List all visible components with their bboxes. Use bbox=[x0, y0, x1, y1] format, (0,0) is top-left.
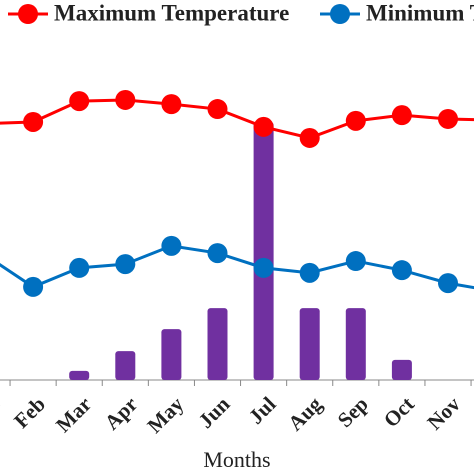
bar bbox=[115, 351, 136, 380]
marker bbox=[115, 89, 136, 110]
x-tick-label: Feb bbox=[9, 392, 50, 433]
bar bbox=[345, 308, 366, 380]
marker bbox=[207, 243, 228, 264]
marker bbox=[207, 99, 228, 120]
x-tick-label: Nov bbox=[422, 392, 465, 435]
legend-marker bbox=[330, 4, 350, 24]
x-tick-label: Oct bbox=[379, 392, 419, 432]
legend-marker bbox=[18, 4, 38, 24]
bar bbox=[161, 329, 182, 380]
x-tick-label: May bbox=[142, 392, 188, 438]
marker bbox=[299, 127, 320, 148]
marker bbox=[161, 235, 182, 256]
bar bbox=[299, 308, 320, 380]
marker bbox=[69, 257, 90, 278]
marker bbox=[438, 108, 458, 129]
x-tick-label: Jul bbox=[244, 392, 281, 429]
marker bbox=[253, 116, 274, 137]
marker bbox=[391, 105, 412, 126]
x-tick-label: Jun bbox=[194, 392, 235, 433]
x-tick-label: Apr bbox=[100, 392, 143, 435]
marker bbox=[345, 251, 366, 272]
marker bbox=[23, 111, 44, 132]
marker bbox=[161, 94, 182, 115]
legend-label: Minimum Temperature bbox=[366, 0, 474, 25]
x-tick-label: Dec bbox=[470, 392, 474, 433]
bar bbox=[69, 370, 90, 380]
marker bbox=[299, 262, 320, 283]
marker bbox=[438, 273, 458, 294]
marker bbox=[23, 276, 44, 297]
bar bbox=[391, 359, 412, 380]
x-tick-label: Jan bbox=[0, 392, 4, 432]
marker bbox=[253, 257, 274, 278]
x-tick-label: Aug bbox=[283, 392, 327, 436]
marker bbox=[69, 91, 90, 112]
bar bbox=[207, 308, 228, 380]
x-axis-label: Months bbox=[203, 447, 270, 472]
marker bbox=[115, 254, 136, 275]
legend-label: Maximum Temperature bbox=[54, 0, 289, 25]
marker bbox=[391, 260, 412, 281]
marker bbox=[345, 110, 366, 131]
bar bbox=[253, 121, 274, 380]
x-tick-label: Sep bbox=[333, 392, 373, 432]
x-tick-label: Mar bbox=[51, 392, 96, 437]
